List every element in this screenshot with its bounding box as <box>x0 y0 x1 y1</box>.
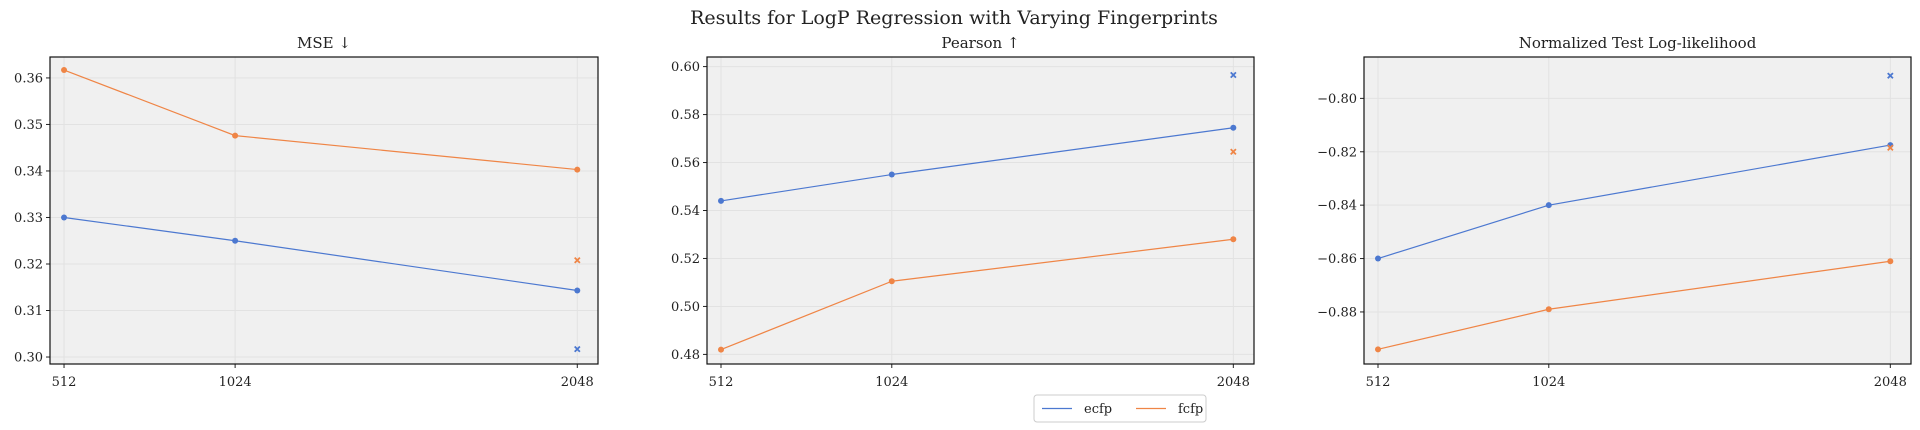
y-tick-label: 0.60 <box>671 60 700 75</box>
data-point-fcfp <box>1375 346 1382 353</box>
chart-panel-3: −0.88 −0.86 −0.84 −0.82 −0.80 512 1024 2048 Norm… <box>1317 34 1912 390</box>
subplot-title: Pearson ↑ <box>941 34 1019 52</box>
y-tick-label: 0.35 <box>14 118 43 133</box>
x-tick-label: 512 <box>1366 375 1391 390</box>
data-point-fcfp <box>61 67 68 74</box>
y-tick-label: −0.84 <box>1317 199 1357 214</box>
subplot-title: Normalized Test Log-likelihood <box>1519 34 1757 52</box>
plot-frame <box>49 56 599 365</box>
data-point-fcfp <box>1230 236 1237 243</box>
x-tick-label: 2048 <box>1874 375 1907 390</box>
y-tick-label: 0.48 <box>671 348 700 363</box>
legend: ecfp fcfp <box>1033 394 1207 423</box>
data-point-ecfp <box>574 287 581 294</box>
x-tick-label: 512 <box>709 375 734 390</box>
x-tick-label: 1024 <box>1532 375 1565 390</box>
chart-panel-2: 0.48 0.50 0.52 0.54 0.56 0.58 0.60 512 1024 2048 P… <box>671 34 1255 390</box>
data-point-ecfp <box>61 214 68 221</box>
data-point-ecfp <box>888 171 895 178</box>
chart-panel-1: 0.30 0.31 0.32 0.33 0.34 0.35 0.36 512 1024 2048 M… <box>14 34 599 390</box>
x-tick-label: 1024 <box>219 375 252 390</box>
plot-area <box>1364 57 1911 364</box>
plot-frame <box>706 56 1255 365</box>
y-tick-label: 0.36 <box>14 71 43 86</box>
figure-title: Results for LogP Regression with Varying… <box>690 7 1218 29</box>
y-tick-label: 0.34 <box>14 164 43 179</box>
data-point-ecfp <box>718 197 725 204</box>
y-tick-label: 0.50 <box>671 300 700 315</box>
x-marker-ecfp <box>1230 71 1237 79</box>
x-marker-ecfp <box>1887 72 1894 79</box>
legend-label-fcfp: fcfp <box>1178 402 1203 417</box>
data-point-ecfp <box>1545 202 1552 209</box>
data-point-fcfp <box>888 278 895 285</box>
y-tick-label: 0.33 <box>14 211 43 226</box>
data-point-ecfp <box>1230 124 1237 131</box>
y-tick-label: −0.82 <box>1317 145 1357 160</box>
y-tick-label: 0.52 <box>671 252 700 267</box>
panels: 0.30 0.31 0.32 0.33 0.34 0.35 0.36 512 1024 2048 M… <box>14 34 1912 390</box>
y-tick-label: 0.56 <box>671 156 700 171</box>
plot-area <box>50 57 598 364</box>
data-point-ecfp <box>232 237 239 244</box>
y-tick-label: −0.86 <box>1317 252 1357 267</box>
x-marker-fcfp <box>1230 148 1237 155</box>
y-tick-label: 0.31 <box>14 304 43 319</box>
data-point-fcfp <box>718 346 725 353</box>
y-tick-label: 0.54 <box>671 204 700 219</box>
y-tick-label: 0.32 <box>14 257 43 272</box>
y-tick-label: −0.80 <box>1317 92 1357 107</box>
data-point-fcfp <box>232 132 239 139</box>
legend-label-ecfp: ecfp <box>1084 402 1112 417</box>
x-tick-label: 2048 <box>1217 375 1250 390</box>
plot-frame <box>1363 56 1912 365</box>
y-tick-label: 0.58 <box>671 108 700 123</box>
data-point-fcfp <box>1545 306 1552 313</box>
x-tick-label: 2048 <box>561 375 594 390</box>
data-point-ecfp <box>1375 255 1382 262</box>
data-point-fcfp <box>574 166 581 173</box>
y-tick-label: −0.88 <box>1317 305 1357 320</box>
legend-box <box>1033 394 1207 423</box>
x-tick-label: 512 <box>52 375 77 390</box>
subplot-title: MSE ↓ <box>297 34 351 52</box>
y-tick-label: 0.30 <box>14 351 43 366</box>
x-marker-fcfp <box>574 257 581 264</box>
data-point-fcfp <box>1887 258 1894 265</box>
x-tick-label: 1024 <box>875 375 908 390</box>
x-marker-fcfp <box>1887 144 1894 152</box>
x-marker-ecfp <box>574 345 581 353</box>
